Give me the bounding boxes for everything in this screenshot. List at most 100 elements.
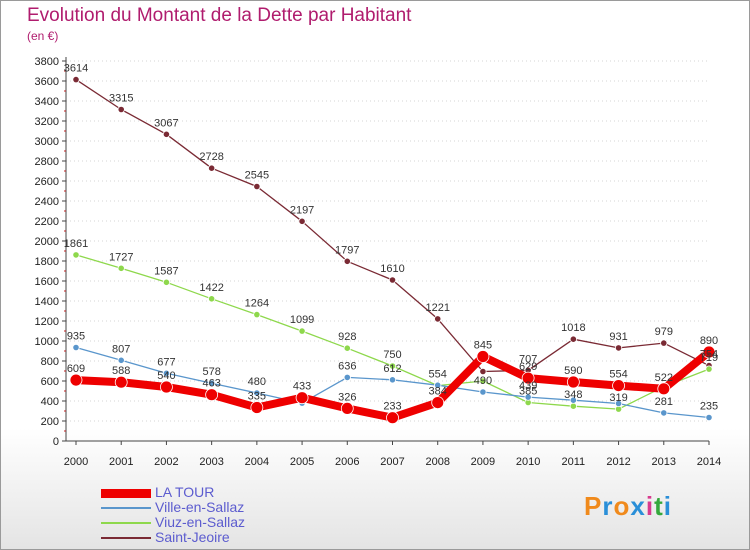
data-label: 636: [338, 360, 356, 372]
y-tick-label: 2400: [35, 196, 59, 208]
data-label: 1727: [109, 251, 133, 263]
data-label: 612: [383, 363, 401, 375]
data-label: 2728: [199, 151, 223, 163]
data-label: 890: [700, 335, 718, 347]
data-point: [569, 402, 577, 410]
y-tick-label: 3800: [35, 56, 59, 68]
logo-letter: i: [645, 491, 655, 521]
series-lines: [69, 76, 716, 425]
data-point: [208, 379, 216, 387]
data-label: 707: [519, 353, 537, 365]
data-point: [208, 295, 216, 303]
data-label: 1610: [380, 263, 404, 275]
data-point: [117, 264, 125, 272]
y-tick-label: 2800: [35, 156, 59, 168]
data-label: 480: [248, 376, 266, 388]
data-point: [705, 365, 713, 373]
data-point: [160, 380, 173, 394]
x-tick-label: 2011: [562, 456, 586, 468]
x-tick-label: 2009: [471, 456, 495, 468]
y-tick-label: 600: [41, 376, 59, 388]
data-point: [298, 327, 306, 335]
y-tick-label: 3000: [35, 136, 59, 148]
proxiti-logo: Proxiti: [584, 491, 672, 522]
x-tick-label: 2007: [380, 456, 404, 468]
logo-letter: x: [630, 491, 646, 521]
y-tick-label: 2200: [35, 216, 59, 228]
data-label: 609: [67, 363, 85, 375]
y-tick-label: 400: [41, 396, 59, 408]
data-labels: 3614 3315 3067 2728 2545 2197 1797 1610 1221 707 1…: [64, 63, 718, 413]
data-point: [479, 367, 487, 376]
data-point: [614, 344, 623, 352]
y-tick-label: 2600: [35, 176, 59, 188]
y-tick-label: 1000: [35, 336, 59, 348]
y-tick-label: 1800: [35, 256, 59, 268]
legend-swatch: [101, 488, 151, 498]
data-label: 3614: [64, 63, 88, 75]
data-label: 935: [67, 331, 85, 343]
data-point: [660, 339, 668, 347]
data-label: 2545: [245, 170, 269, 182]
y-tick-label: 200: [41, 416, 59, 428]
data-point: [660, 409, 668, 417]
y-tick-label: 800: [41, 356, 59, 368]
data-point: [431, 396, 445, 410]
data-point: [521, 371, 535, 385]
data-point: [295, 391, 309, 405]
x-tick-label: 2001: [109, 456, 133, 468]
data-point: [253, 389, 261, 397]
data-point: [343, 373, 351, 381]
data-label: 384: [429, 386, 447, 398]
data-point: [566, 375, 580, 389]
data-point: [72, 76, 80, 84]
data-label: 588: [112, 365, 130, 377]
data-point: [72, 251, 80, 259]
data-label: 235: [700, 401, 718, 413]
data-label: 281: [655, 396, 673, 408]
data-label: 629: [519, 361, 537, 373]
data-point: [298, 217, 306, 225]
data-point: [208, 164, 216, 172]
data-label: 3315: [109, 93, 133, 105]
data-label: 928: [338, 331, 356, 343]
data-point: [386, 411, 399, 425]
legend-swatch: [101, 507, 151, 509]
x-tick-label: 2014: [697, 456, 721, 468]
y-tick-label: 1200: [35, 316, 59, 328]
data-label: 1264: [245, 298, 269, 310]
data-point: [205, 388, 219, 402]
y-axis-ticks: 0 200 400 600 800 1000 1200 1400 1600 1800 2000 220…: [35, 56, 66, 448]
data-label: 677: [157, 356, 175, 368]
data-label: 750: [383, 349, 401, 361]
logo-letter: r: [602, 491, 614, 521]
data-point: [388, 362, 397, 370]
x-tick-label: 2004: [245, 456, 269, 468]
legend-swatch: [101, 537, 151, 539]
data-label: 1797: [335, 244, 359, 256]
data-label: 335: [248, 391, 266, 403]
legend-label: Ville-en-Sallaz: [155, 499, 245, 515]
data-label: 554: [609, 369, 627, 381]
y-tick-label: 3200: [35, 116, 59, 128]
legend-label: LA TOUR: [155, 484, 215, 500]
x-tick-label: 2008: [425, 456, 449, 468]
x-tick-label: 2012: [606, 456, 630, 468]
data-point: [479, 377, 487, 385]
data-point: [253, 310, 261, 319]
data-point: [569, 396, 577, 404]
data-point: [117, 105, 125, 114]
data-label: 1422: [199, 282, 223, 294]
data-label: 807: [112, 343, 130, 355]
data-point: [162, 130, 171, 138]
data-point: [614, 399, 623, 408]
data-label: 1221: [425, 302, 449, 314]
data-label: 3067: [154, 117, 178, 129]
x-tick-label: 2013: [652, 456, 676, 468]
y-tick-label: 1600: [35, 276, 59, 288]
data-label: 319: [609, 392, 627, 404]
data-point: [388, 376, 397, 384]
data-point: [388, 276, 397, 284]
data-point: [72, 343, 80, 352]
data-label: 590: [564, 365, 582, 377]
